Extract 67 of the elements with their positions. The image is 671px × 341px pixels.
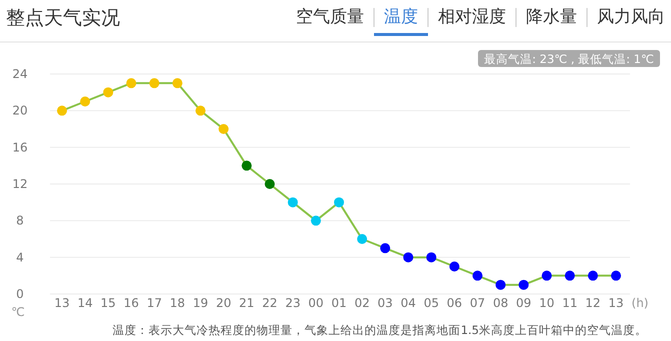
x-tick-label: 09 [516,296,532,310]
x-tick-label: 14 [77,296,93,310]
point [218,124,229,134]
point [288,197,298,208]
point [196,106,206,116]
x-tick-label: 10 [539,296,554,310]
x-tick-label: 03 [378,296,393,310]
y-tick-label: 16 [12,140,28,154]
x-tick-label: 04 [400,296,416,310]
x-tick-label: 05 [424,296,439,310]
text: 相对湿度 [438,7,506,27]
x-tick-label: 01 [331,296,347,310]
y-tick-label: 12 [12,177,28,191]
point [310,216,321,226]
point [357,234,368,244]
x-tick-label: 12 [585,296,601,310]
x-tick-label: 06 [446,296,462,310]
x-tick-label: 02 [354,296,370,310]
point [426,252,436,262]
point [334,197,344,208]
point [518,280,529,290]
y-tick-label: 4 [16,250,24,264]
y-tick-label: 24 [12,67,28,81]
point [126,78,136,88]
point [380,243,390,254]
point [449,262,460,272]
point [80,96,90,106]
x-tick-label: 08 [492,296,508,310]
x-tick-label: 22 [262,296,278,310]
y-tick-label: 0 [16,287,24,301]
x-tick-label: 13 [54,296,70,310]
x-tick-label: 00 [308,296,324,310]
point [103,87,114,98]
x-tick-label: 11 [562,296,578,310]
x-tick-label: 07 [470,296,486,310]
x-tick-label: 18 [170,296,186,310]
point [496,280,506,290]
point [149,78,160,88]
point [472,270,482,281]
x-tick-label: 20 [216,296,232,310]
point [172,78,182,88]
text: 最高气温: 23℃ , 最低气温: 1℃ [484,52,654,66]
chart-title: 整点天气实况 [6,7,120,29]
point [564,270,575,281]
text: 空气质量 [296,7,364,27]
point [611,270,621,281]
x-tick-label: 23 [285,296,300,310]
x-tick-label: 15 [100,296,116,310]
point [242,160,252,171]
text: 降水量 [526,7,577,27]
point [57,106,67,116]
y-tick-label: 20 [12,104,28,118]
y-axis-title: ℃ [11,305,25,319]
x-tick-label: 17 [146,296,162,310]
point [588,270,598,281]
text: 温度：表示大气冷热程度的物理量，气象上给出的温度是指离地面1.5米高度上百叶箱中的空气温度。 [112,323,647,337]
x-axis-title: (h) [632,296,648,310]
x-tick-label: 13 [608,296,624,310]
text: 风力风向 [597,7,665,27]
x-tick-label: 19 [192,296,208,310]
point [264,179,275,189]
point [403,252,414,262]
x-tick-label: 21 [239,296,254,310]
y-tick-label: 8 [16,214,24,228]
x-tick-label: 16 [124,296,139,310]
point [542,270,552,281]
text: 温度 [384,7,418,27]
